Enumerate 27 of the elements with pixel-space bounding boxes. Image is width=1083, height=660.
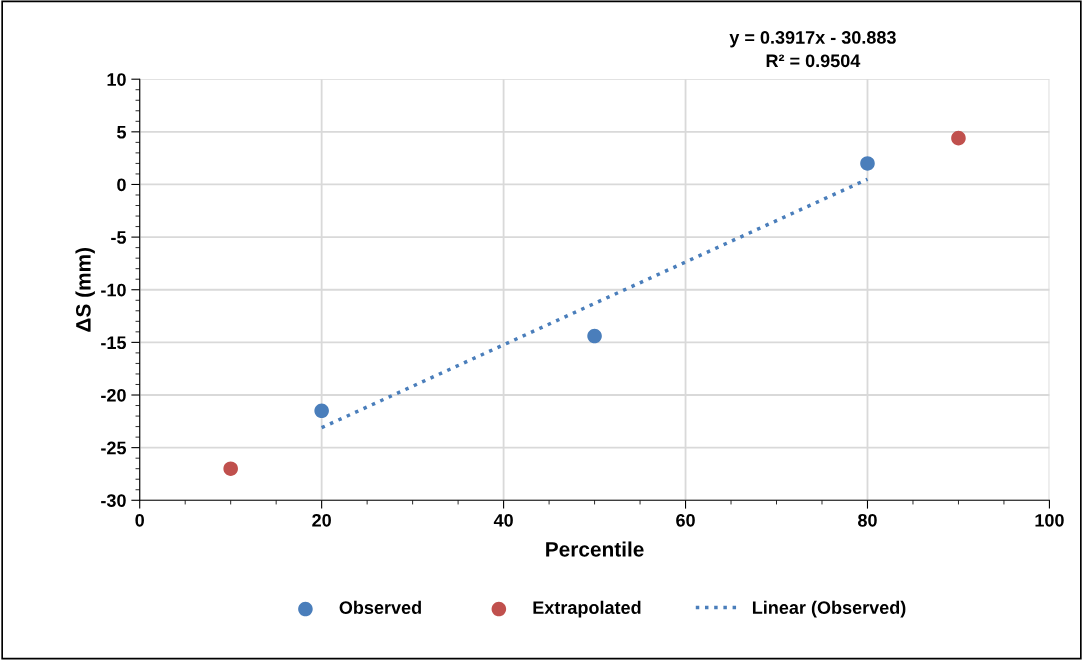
y-tick-label: -20 <box>101 388 126 402</box>
y-tick-label: -10 <box>101 283 126 297</box>
x-tick-label: 80 <box>858 513 877 527</box>
text: y = 0.3917x - 30.883 <box>729 31 896 48</box>
legend-label: Linear (Observed) <box>752 600 906 618</box>
point <box>314 403 329 419</box>
y-tick-label: -25 <box>101 441 127 455</box>
x-axis-title: Percentile <box>546 541 644 557</box>
x-tick-label: 0 <box>135 513 144 527</box>
point <box>951 130 966 146</box>
legend-label: Observed <box>339 600 421 615</box>
y-tick-label: 5 <box>117 125 127 139</box>
x-tick-label: 40 <box>493 513 513 527</box>
x-tick-label: 60 <box>676 513 695 527</box>
point <box>223 461 238 476</box>
x-tick-label: 100 <box>1035 513 1064 527</box>
y-tick-label: 10 <box>107 73 126 86</box>
point <box>587 328 602 344</box>
y-axis-title: ΔS (mm) <box>75 247 95 332</box>
x-tick-label: 20 <box>312 513 331 527</box>
y-tick-label: -30 <box>101 494 126 508</box>
point <box>860 156 875 171</box>
text: R² = 0.9504 <box>766 54 861 68</box>
legend-label: Extrapolated <box>533 600 641 618</box>
y-tick-label: -5 <box>111 231 127 244</box>
y-tick-label: 0 <box>117 178 126 192</box>
y-tick-label: -15 <box>101 336 127 350</box>
